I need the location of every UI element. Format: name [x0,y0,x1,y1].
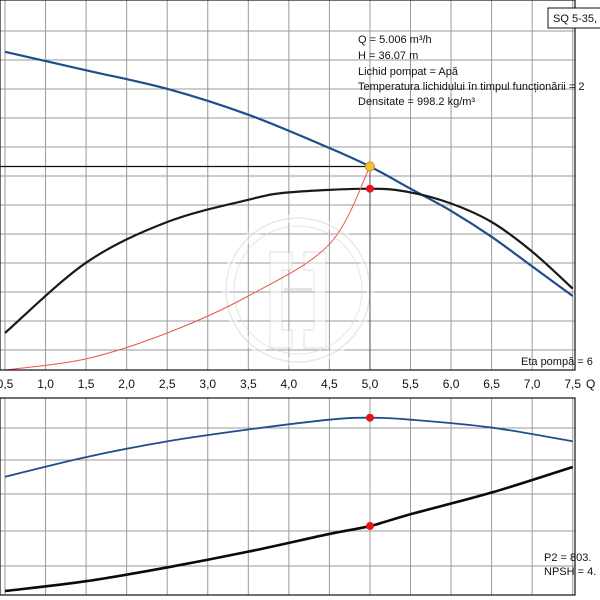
eta-curve-line [4,187,574,334]
x-tick-label: 6,0 [443,377,460,391]
x-tick-label: 1,0 [37,377,54,391]
chart-title: SQ 5-35, [553,13,597,25]
top-chart-grid [0,0,575,370]
npsh-curve-line [4,465,574,593]
x-tick-label: 7,0 [524,377,541,391]
duty-point-marker [364,161,375,172]
info-line-temperature: Temperatura lichidului în timpul funcțio… [358,81,585,93]
x-tick-label: 3,0 [199,377,216,391]
x-tick-label: 4,5 [321,377,338,391]
x-axis-label: Q [586,377,595,391]
bottom-chart-curves [4,413,574,593]
bottom-chart-frame [0,397,576,596]
h-curve-line [4,50,574,297]
info-line-q: Q = 5.006 m³/h [358,34,432,46]
npsh-label: NPSH = 4. [544,566,596,578]
npsh-point-marker [365,522,374,531]
p2-label: P2 = 803. [544,552,591,564]
info-panel: Q = 5.006 m³/h H = 36.07 m Lichid pompat… [358,34,585,108]
x-tick-label: 2,5 [159,377,176,391]
bottom-chart-grid [0,398,575,595]
eta-pump-label: Eta pompă = 6 [521,356,593,368]
info-line-h: H = 36.07 m [358,50,418,62]
p2-curve-line [4,416,573,478]
info-line-density: Densitate = 998.2 kg/m³ [358,96,475,108]
x-tick-label: 2,0 [118,377,135,391]
x-tick-label: 5,0 [362,377,379,391]
info-line-liquid: Lichid pompat = Apă [358,66,459,78]
x-tick-label: 4,0 [281,377,298,391]
eta-point-marker [365,184,374,193]
top-chart-curves [0,50,574,371]
x-tick-label: 3,5 [240,377,257,391]
title-box [547,7,600,29]
watermark-logo [222,214,374,366]
x-tick-label: 1,5 [78,377,95,391]
x-tick-label: 7,5 [564,377,581,391]
x-tick-label: 6,5 [483,377,500,391]
x-tick-label: 0,5 [0,377,14,391]
top-chart-frame [0,0,576,371]
x-axis-tick-labels: 0,5 1,0 1,5 2,0 2,5 3,0 3,5 4,0 4,5 5,0 5,5 6,0 6,5 7… [0,377,581,391]
system-curve-line [4,166,371,371]
p2-point-marker [365,413,374,422]
x-tick-label: 5,5 [402,377,419,391]
